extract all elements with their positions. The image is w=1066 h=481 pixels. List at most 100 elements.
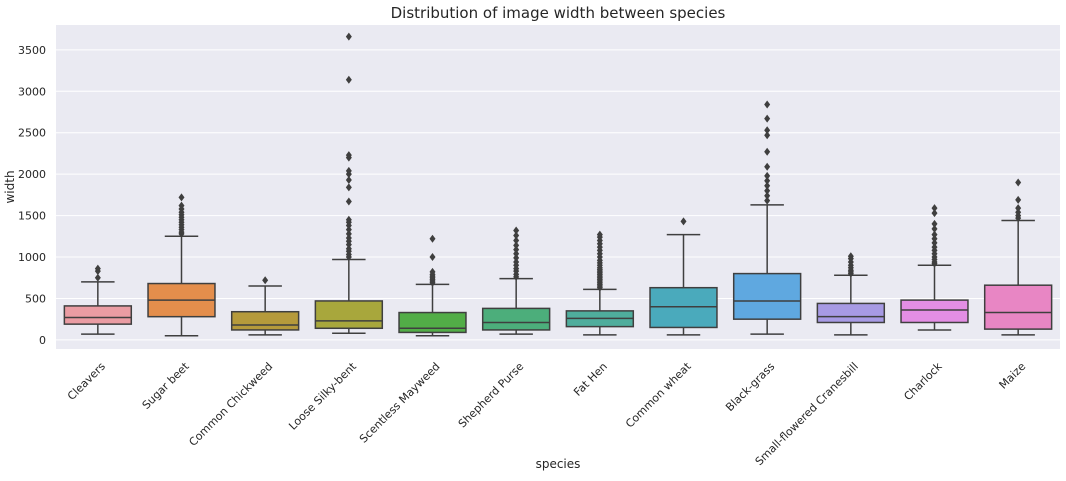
- outlier-point: [345, 151, 352, 160]
- box-3: [230, 276, 300, 336]
- outlier-point: [764, 100, 771, 109]
- outlier-point: [429, 267, 436, 276]
- box-2: [147, 193, 216, 337]
- outlier-point: [345, 175, 352, 184]
- y-tick-label: 3000: [18, 85, 46, 98]
- outlier-point: [1015, 208, 1022, 217]
- boxes-layer: [63, 32, 1053, 337]
- y-tick-label: 3500: [18, 44, 46, 57]
- outlier-point: [345, 244, 352, 253]
- x-tick-label: Fat Hen: [571, 360, 610, 399]
- outlier-point: [345, 75, 352, 84]
- outlier-point: [1015, 195, 1022, 204]
- y-tick-label: 1500: [18, 210, 46, 223]
- iqr-box: [732, 272, 802, 320]
- y-tick-label: 2500: [18, 127, 46, 140]
- outlier-point: [513, 249, 520, 258]
- outlier-point: [931, 204, 938, 213]
- outlier-point: [764, 191, 771, 200]
- iqr-box: [649, 286, 718, 329]
- outlier-point: [1015, 204, 1022, 213]
- y-axis-label: width: [3, 170, 17, 203]
- outlier-point: [596, 230, 603, 239]
- x-tick-label: Black-grass: [723, 360, 777, 414]
- y-tick-label: 0: [39, 334, 46, 347]
- grid-lines: [56, 49, 1060, 341]
- outlier-point: [262, 276, 269, 285]
- outlier-point: [513, 236, 520, 245]
- x-tick-label: Common Chickweed: [186, 360, 275, 449]
- box-11: [900, 204, 969, 331]
- outlier-point: [764, 176, 771, 185]
- outlier-point: [94, 264, 101, 273]
- outlier-point: [513, 241, 520, 250]
- iqr-box: [983, 284, 1053, 330]
- outlier-point: [513, 257, 520, 266]
- outlier-point: [345, 166, 352, 175]
- outlier-point: [764, 181, 771, 190]
- iqr-box: [230, 310, 300, 331]
- iqr-box: [816, 302, 886, 324]
- outlier-point: [680, 217, 687, 226]
- box-4: [314, 32, 384, 335]
- x-tick-label: Maize: [997, 360, 1029, 392]
- box-5: [398, 234, 467, 337]
- outlier-point: [345, 183, 352, 192]
- outlier-point: [345, 197, 352, 206]
- outlier-point: [764, 114, 771, 123]
- outlier-point: [178, 193, 185, 202]
- box-8: [649, 217, 718, 336]
- box-9: [732, 100, 802, 335]
- box-1: [63, 264, 133, 335]
- plot-area: [56, 25, 1060, 349]
- x-tick-label: Charlock: [901, 359, 945, 403]
- outlier-point: [513, 226, 520, 235]
- outlier-point: [931, 243, 938, 252]
- x-tick-label: Scentless Mayweed: [357, 360, 443, 446]
- x-tick-label: Cleavers: [65, 360, 108, 403]
- box-7: [565, 230, 635, 336]
- y-tick-label: 1000: [18, 251, 46, 264]
- outlier-point: [94, 273, 101, 282]
- outlier-point: [931, 238, 938, 247]
- iqr-box: [63, 305, 133, 325]
- outlier-point: [429, 234, 436, 243]
- x-axis-label: species: [536, 457, 581, 471]
- box-6: [481, 226, 551, 335]
- iqr-box: [398, 311, 467, 334]
- outlier-point: [764, 126, 771, 135]
- iqr-box: [314, 300, 384, 330]
- outlier-point: [429, 253, 436, 262]
- y-tick-label: 2000: [18, 168, 46, 181]
- box-12: [983, 178, 1053, 336]
- x-tick-label: Loose Silky-bent: [286, 359, 359, 432]
- outlier-point: [178, 201, 185, 210]
- outlier-point: [345, 229, 352, 238]
- outlier-point: [345, 215, 352, 224]
- outlier-point: [345, 225, 352, 234]
- iqr-box: [481, 307, 551, 331]
- outlier-point: [931, 209, 938, 218]
- outlier-point: [1015, 178, 1022, 187]
- box-10: [816, 252, 886, 336]
- outlier-point: [931, 230, 938, 239]
- outlier-point: [931, 219, 938, 228]
- outlier-point: [345, 32, 352, 41]
- y-tick-label: 500: [25, 292, 46, 305]
- outlier-point: [764, 171, 771, 180]
- x-tick-label: Common wheat: [623, 359, 694, 430]
- outlier-point: [345, 233, 352, 242]
- iqr-box: [900, 299, 969, 324]
- x-tick-label: Sugar beet: [140, 359, 192, 411]
- outlier-point: [847, 252, 854, 261]
- outlier-point: [764, 147, 771, 156]
- outlier-point: [764, 186, 771, 195]
- outlier-point: [764, 131, 771, 140]
- y-tick-labels: 0 500 1000 1500 2000 2500 3000 3500: [18, 44, 46, 347]
- outlier-point: [931, 234, 938, 243]
- outlier-point: [513, 253, 520, 262]
- outlier-point: [931, 224, 938, 233]
